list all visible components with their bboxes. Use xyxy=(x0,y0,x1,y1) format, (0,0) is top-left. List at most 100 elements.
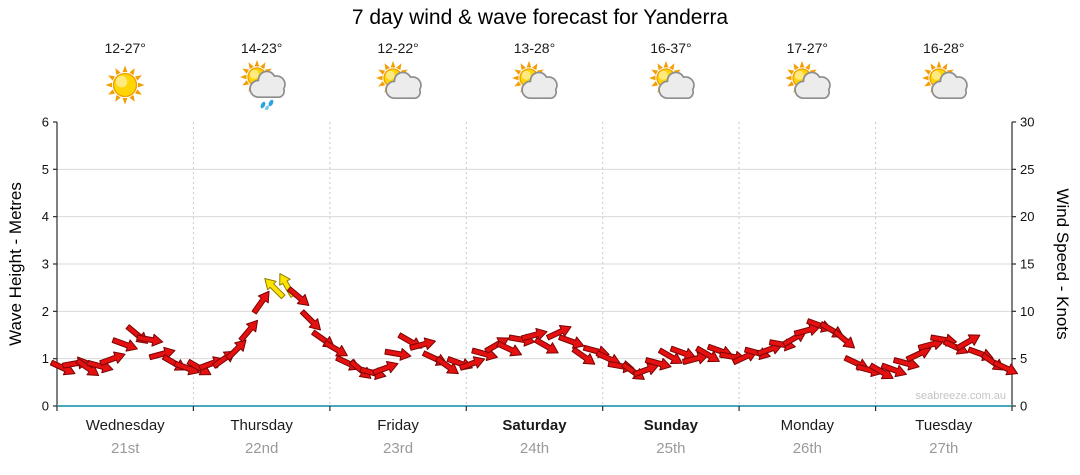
day-date: 23rd xyxy=(383,440,414,457)
sun-ray xyxy=(122,65,128,72)
right-tick-label: 25 xyxy=(1020,162,1034,177)
cloud xyxy=(658,71,695,100)
weather-icon xyxy=(508,60,560,110)
wind-arrow xyxy=(111,337,138,352)
sun-ray xyxy=(512,75,519,81)
wind-arrow xyxy=(980,352,1005,371)
day-header: 12-27° xyxy=(57,40,193,110)
partly-cloudy-icon xyxy=(648,61,695,100)
sun-ray xyxy=(514,69,522,75)
wind-arrow xyxy=(299,309,321,331)
day-temp: 13-28° xyxy=(513,40,556,56)
sun-ray xyxy=(376,75,383,81)
wind-arrow xyxy=(571,346,596,365)
wind-arrow xyxy=(558,334,585,349)
sun-ray xyxy=(378,81,386,87)
day-name: Sunday xyxy=(643,417,698,434)
sun-highlight xyxy=(658,70,668,80)
left-tick-label: 1 xyxy=(42,351,49,366)
day-temp: 17-27° xyxy=(786,40,829,56)
sun-ray xyxy=(241,68,249,74)
sun-highlight xyxy=(116,75,128,88)
weather-icon xyxy=(918,60,970,110)
wind-arrow xyxy=(384,348,412,361)
wind-arrow xyxy=(793,323,821,337)
weather-icon xyxy=(236,60,288,111)
wind-arrow xyxy=(955,334,981,351)
day-name: Wednesday xyxy=(85,417,165,434)
rain-drop xyxy=(260,101,266,109)
sun-highlight xyxy=(795,70,805,80)
wind-arrow xyxy=(832,328,856,349)
rain-drop xyxy=(268,99,274,107)
sun-ray xyxy=(135,89,143,95)
wind-arrow xyxy=(225,339,247,361)
cloud xyxy=(521,71,559,100)
wind-arrow xyxy=(545,324,572,341)
day-date: 26th xyxy=(792,440,822,457)
sun-ray xyxy=(669,63,675,71)
sun-ray xyxy=(520,63,527,71)
cloud xyxy=(794,71,832,100)
sun-ray xyxy=(930,63,936,71)
wind-arrow xyxy=(99,351,126,366)
chart-title: 7 day wind & wave forecast for Yanderra xyxy=(351,6,729,29)
sun-ray xyxy=(793,63,800,71)
day-date: 24th xyxy=(519,440,550,457)
sun-ray xyxy=(115,68,121,75)
sun-ray xyxy=(657,63,663,71)
day-name: Saturday xyxy=(502,417,567,434)
wind-arrow xyxy=(496,340,522,357)
partly-cloudy-icon xyxy=(785,61,832,100)
sun-ray xyxy=(651,69,658,75)
rain-drop xyxy=(264,105,269,111)
sun-ray xyxy=(805,63,811,71)
day-date: 22nd xyxy=(244,440,279,457)
x-axis-labels: Wednesday 21st Thursday 22nd Friday 23rd… xyxy=(57,417,1012,457)
sun-ray xyxy=(241,80,249,86)
wind-arrow xyxy=(644,357,672,371)
day-label: Tuesday 27th xyxy=(876,417,1012,457)
day-name: Friday xyxy=(377,417,419,434)
wind-arrow xyxy=(695,345,720,363)
day-name: Tuesday xyxy=(915,417,973,434)
wind-arrow xyxy=(992,359,1019,376)
sun-ray xyxy=(378,69,386,75)
sun-ray xyxy=(514,81,522,87)
sun-ray xyxy=(532,63,538,71)
watermark: seabreeze.com.au xyxy=(915,390,1007,402)
sun-ray xyxy=(105,82,113,88)
cloud xyxy=(931,71,968,100)
sun-ray xyxy=(254,60,260,67)
sun-ray xyxy=(115,95,121,102)
weather-icon xyxy=(99,60,151,110)
sun-ray xyxy=(921,75,929,81)
day-header: 16-28° xyxy=(876,40,1012,110)
day-date: 21st xyxy=(111,440,140,457)
sun-highlight xyxy=(249,69,259,79)
left-tick-label: 5 xyxy=(42,162,49,177)
wind-arrow xyxy=(435,356,459,375)
sun-ray xyxy=(108,75,116,81)
day-label: Wednesday 21st xyxy=(57,417,193,457)
wind-arrow xyxy=(286,286,310,306)
sun-highlight xyxy=(385,70,395,80)
wind-arrow xyxy=(238,319,259,343)
sun-ray xyxy=(924,69,931,75)
sun-ray xyxy=(259,62,266,70)
day-date: 27th xyxy=(929,440,959,457)
day-label: Sunday 25th xyxy=(603,417,739,457)
partly-cloudy-icon xyxy=(376,61,422,100)
sun-ray xyxy=(527,61,532,68)
wind-arrow xyxy=(458,356,486,371)
wind-arrow xyxy=(409,337,436,351)
day-temp: 12-27° xyxy=(104,40,146,56)
day-name: Monday xyxy=(780,417,834,434)
day-date: 25th xyxy=(656,440,686,457)
partly-cloudy-icon xyxy=(921,61,968,100)
sun-ray xyxy=(384,63,390,71)
cloud xyxy=(248,70,286,99)
day-header: 17-27° xyxy=(739,40,875,110)
sun-highlight xyxy=(931,70,941,80)
sun-ray xyxy=(799,61,805,68)
